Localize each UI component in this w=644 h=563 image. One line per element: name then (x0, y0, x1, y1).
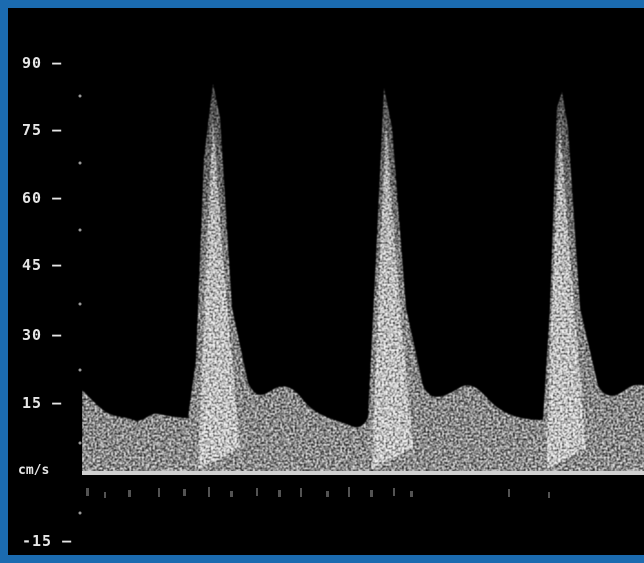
scale-label-30: 30 – (22, 326, 63, 344)
scale-label-45: 45 – (22, 256, 63, 274)
scale-label-90: 90 – (22, 54, 63, 72)
sub-baseline-noise (86, 487, 550, 498)
scale-label-15: 15 – (22, 394, 63, 412)
scale-dots (78, 94, 82, 515)
scale-label-60: 60 – (22, 189, 63, 207)
velocity-baseline (82, 471, 644, 475)
velocity-unit-label: cm/s (18, 463, 50, 478)
waveform-density (198, 118, 586, 470)
doppler-spectral-waveform (78, 84, 644, 515)
scale-label-minus-15: -15 – (22, 532, 73, 550)
scale-label-75: 75 – (22, 121, 63, 139)
